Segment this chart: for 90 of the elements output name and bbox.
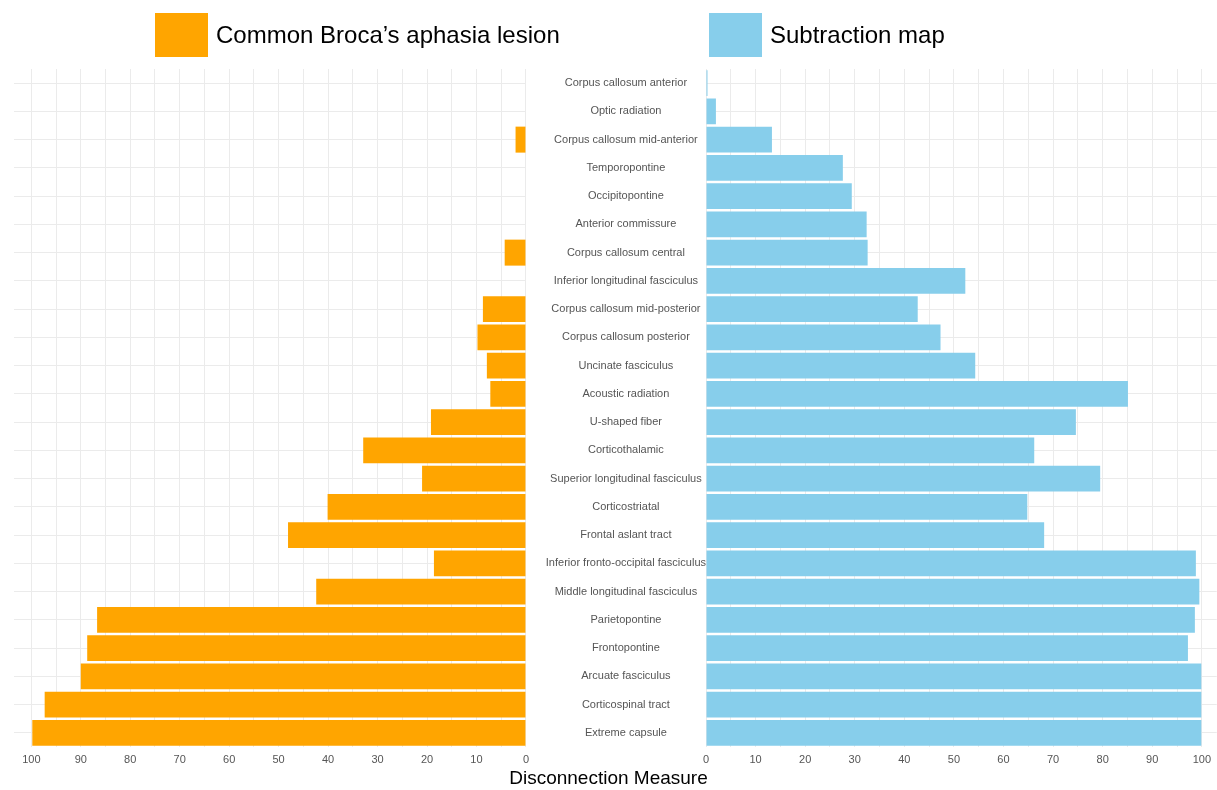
bar bbox=[482, 296, 526, 323]
y-tick-label: Extreme capsule bbox=[584, 725, 667, 738]
y-tick-label: Corticospinal tract bbox=[581, 697, 670, 710]
x-tick-label: 70 bbox=[173, 752, 186, 765]
x-tick-label: 20 bbox=[799, 752, 812, 765]
x-tick-label: 30 bbox=[371, 752, 384, 765]
bar bbox=[706, 239, 868, 266]
bar bbox=[706, 719, 1202, 746]
x-tick-label: 40 bbox=[898, 752, 911, 765]
bar bbox=[327, 493, 526, 520]
bar bbox=[87, 635, 526, 662]
legend-label: Subtraction map bbox=[770, 21, 945, 49]
bar bbox=[504, 239, 526, 266]
bar bbox=[32, 719, 526, 746]
y-tick-label: Frontal aslant tract bbox=[580, 528, 672, 541]
y-tick-label: Arcuate fasciculus bbox=[581, 669, 672, 682]
y-tick-label: Corticothalamic bbox=[588, 443, 665, 456]
bar bbox=[515, 126, 526, 153]
bar bbox=[706, 267, 966, 294]
bar bbox=[44, 691, 526, 718]
y-tick-label: Parietopontine bbox=[590, 612, 662, 625]
bar bbox=[706, 578, 1200, 605]
y-tick-label: Corpus callosum anterior bbox=[564, 76, 688, 89]
bar bbox=[706, 154, 843, 181]
bar bbox=[363, 437, 526, 464]
x-tick-label: 10 bbox=[470, 752, 483, 765]
x-tick-label: 0 bbox=[702, 752, 710, 765]
x-tick-label: 10 bbox=[749, 752, 762, 765]
bar bbox=[486, 352, 526, 379]
bar bbox=[706, 437, 1035, 464]
bar bbox=[706, 211, 867, 238]
x-tick-label: 100 bbox=[1192, 752, 1211, 765]
bar bbox=[706, 550, 1196, 577]
bar bbox=[706, 324, 941, 351]
x-tick-label: 0 bbox=[522, 752, 529, 765]
x-tick-label: 60 bbox=[997, 752, 1010, 765]
bar bbox=[706, 409, 1076, 436]
bar bbox=[477, 324, 526, 351]
bar bbox=[288, 522, 526, 549]
bar bbox=[706, 522, 1045, 549]
bar bbox=[706, 98, 716, 125]
x-tick-label: 30 bbox=[848, 752, 861, 765]
x-axis-title: Disconnection Measure bbox=[508, 767, 709, 789]
y-tick-label: Middle longitudinal fasciculus bbox=[554, 584, 698, 597]
y-tick-label: Corpus callosum mid-posterior bbox=[551, 302, 701, 315]
x-tick-label: 100 bbox=[22, 752, 41, 765]
y-tick-label: Inferior fronto-occipital fasciculus bbox=[545, 556, 707, 569]
bar bbox=[706, 296, 918, 323]
bar bbox=[706, 635, 1188, 662]
x-tick-label: 40 bbox=[321, 752, 335, 765]
bar bbox=[490, 380, 526, 407]
y-tick-label: Acoustic radiation bbox=[582, 386, 670, 399]
bar bbox=[706, 663, 1202, 690]
y-tick-label: Uncinate fasciculus bbox=[578, 358, 674, 371]
y-tick-label: Corticostriatal bbox=[592, 499, 660, 512]
bar bbox=[706, 352, 976, 379]
bar bbox=[706, 380, 1128, 407]
bar bbox=[706, 183, 852, 210]
bar bbox=[706, 493, 1028, 520]
x-tick-label: 70 bbox=[1046, 752, 1060, 765]
bar bbox=[706, 465, 1101, 492]
y-tick-label: Occipitopontine bbox=[588, 189, 664, 202]
bar bbox=[706, 606, 1195, 633]
x-tick-label: 60 bbox=[223, 752, 236, 765]
x-tick-label: 20 bbox=[420, 752, 434, 765]
y-tick-label: Corpus callosum mid-anterior bbox=[554, 132, 699, 145]
y-tick-label: Optic radiation bbox=[590, 104, 662, 117]
x-tick-label: 80 bbox=[124, 752, 137, 765]
bar bbox=[430, 409, 526, 436]
x-tick-label: 90 bbox=[1146, 752, 1159, 765]
x-tick-label: 50 bbox=[272, 752, 285, 765]
x-tick-label: 80 bbox=[1096, 752, 1109, 765]
y-tick-label: Frontopontine bbox=[591, 641, 660, 654]
y-tick-label: Anterior commissure bbox=[575, 217, 677, 230]
x-tick-label: 50 bbox=[947, 752, 961, 765]
y-tick-label: Superior longitudinal fasciculus bbox=[550, 471, 703, 484]
bar bbox=[316, 578, 526, 605]
bar bbox=[80, 663, 526, 690]
bar bbox=[422, 465, 526, 492]
y-tick-label: Temporopontine bbox=[586, 160, 666, 173]
bar bbox=[706, 691, 1202, 718]
bar bbox=[706, 126, 772, 153]
y-tick-label: Corpus callosum posterior bbox=[562, 330, 691, 343]
y-tick-label: Corpus callosum central bbox=[566, 245, 685, 258]
bar bbox=[433, 550, 526, 577]
legend-label: Common Broca’s aphasia lesion bbox=[216, 21, 560, 49]
y-tick-label: Inferior longitudinal fasciculus bbox=[553, 273, 699, 286]
y-tick-label: U-shaped fiber bbox=[589, 415, 663, 428]
x-tick-label: 90 bbox=[74, 752, 87, 765]
bar bbox=[97, 606, 526, 633]
